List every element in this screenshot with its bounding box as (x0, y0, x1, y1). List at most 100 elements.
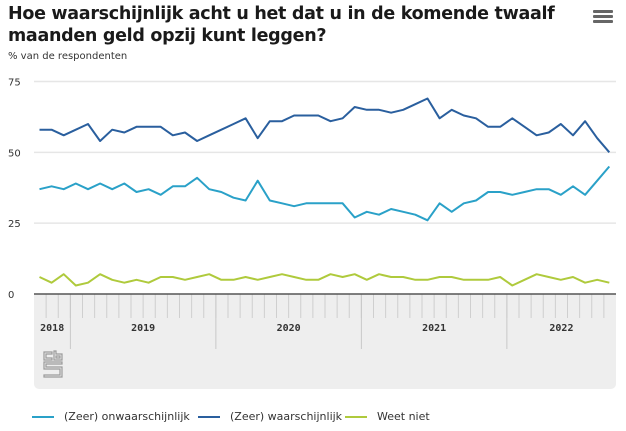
data-point[interactable] (292, 275, 297, 280)
data-point[interactable] (134, 190, 139, 195)
data-point[interactable] (340, 116, 345, 121)
data-point[interactable] (473, 277, 478, 282)
data-point[interactable] (231, 277, 236, 282)
legend-item[interactable]: Weet niet (345, 410, 430, 423)
data-point[interactable] (267, 198, 272, 203)
data-point[interactable] (267, 275, 272, 280)
data-point[interactable] (182, 184, 187, 189)
data-point[interactable] (486, 190, 491, 195)
data-point[interactable] (534, 272, 539, 277)
data-point[interactable] (546, 130, 551, 135)
data-point[interactable] (340, 201, 345, 206)
data-point[interactable] (170, 275, 175, 280)
data-point[interactable] (37, 187, 42, 192)
data-point[interactable] (207, 272, 212, 277)
data-point[interactable] (376, 212, 381, 217)
data-point[interactable] (98, 272, 103, 277)
data-point[interactable] (98, 181, 103, 186)
data-point[interactable] (510, 283, 515, 288)
data-point[interactable] (461, 201, 466, 206)
legend-item[interactable]: (Zeer) onwaarschijnlijk (32, 410, 190, 423)
data-point[interactable] (486, 124, 491, 129)
data-point[interactable] (279, 201, 284, 206)
data-point[interactable] (437, 275, 442, 280)
data-point[interactable] (182, 277, 187, 282)
data-point[interactable] (352, 215, 357, 220)
data-point[interactable] (170, 133, 175, 138)
data-point[interactable] (558, 192, 563, 197)
data-point[interactable] (122, 130, 127, 135)
data-point[interactable] (352, 105, 357, 110)
data-point[interactable] (316, 201, 321, 206)
data-point[interactable] (122, 280, 127, 285)
data-point[interactable] (195, 175, 200, 180)
data-point[interactable] (449, 275, 454, 280)
data-point[interactable] (316, 277, 321, 282)
legend-item[interactable]: (Zeer) waarschijnlijk (198, 410, 342, 423)
data-point[interactable] (607, 150, 612, 155)
data-point[interactable] (522, 190, 527, 195)
data-point[interactable] (583, 280, 588, 285)
data-point[interactable] (243, 275, 248, 280)
data-point[interactable] (146, 124, 151, 129)
data-point[interactable] (595, 178, 600, 183)
series-line-1[interactable] (39, 97, 611, 153)
data-point[interactable] (182, 130, 187, 135)
data-point[interactable] (534, 187, 539, 192)
series-line-0[interactable] (39, 165, 611, 222)
data-point[interactable] (413, 212, 418, 217)
data-point[interactable] (73, 127, 78, 132)
data-point[interactable] (158, 192, 163, 197)
data-point[interactable] (413, 277, 418, 282)
data-point[interactable] (328, 201, 333, 206)
data-point[interactable] (376, 272, 381, 277)
data-point[interactable] (110, 127, 115, 132)
data-point[interactable] (243, 198, 248, 203)
data-point[interactable] (425, 96, 430, 101)
data-point[interactable] (413, 102, 418, 107)
data-point[interactable] (304, 201, 309, 206)
data-point[interactable] (255, 136, 260, 141)
data-point[interactable] (570, 275, 575, 280)
data-point[interactable] (364, 277, 369, 282)
data-point[interactable] (522, 277, 527, 282)
data-point[interactable] (558, 122, 563, 127)
data-point[interactable] (522, 124, 527, 129)
data-point[interactable] (146, 187, 151, 192)
data-point[interactable] (195, 275, 200, 280)
data-point[interactable] (389, 275, 394, 280)
data-point[interactable] (376, 107, 381, 112)
data-point[interactable] (498, 190, 503, 195)
data-point[interactable] (607, 164, 612, 169)
data-point[interactable] (498, 124, 503, 129)
data-point[interactable] (389, 110, 394, 115)
data-point[interactable] (158, 124, 163, 129)
data-point[interactable] (607, 280, 612, 285)
data-point[interactable] (583, 192, 588, 197)
data-point[interactable] (486, 277, 491, 282)
hamburger-menu-icon[interactable] (593, 10, 613, 26)
data-point[interactable] (401, 275, 406, 280)
data-point[interactable] (304, 113, 309, 118)
data-point[interactable] (122, 181, 127, 186)
data-point[interactable] (61, 133, 66, 138)
data-point[interactable] (279, 272, 284, 277)
data-point[interactable] (473, 198, 478, 203)
data-point[interactable] (389, 207, 394, 212)
data-point[interactable] (195, 139, 200, 144)
data-point[interactable] (207, 133, 212, 138)
data-point[interactable] (61, 187, 66, 192)
data-point[interactable] (437, 116, 442, 121)
data-point[interactable] (243, 116, 248, 121)
data-point[interactable] (255, 178, 260, 183)
data-point[interactable] (85, 122, 90, 127)
data-point[interactable] (461, 113, 466, 118)
data-point[interactable] (595, 277, 600, 282)
data-point[interactable] (449, 107, 454, 112)
data-point[interactable] (110, 187, 115, 192)
data-point[interactable] (134, 277, 139, 282)
data-point[interactable] (449, 209, 454, 214)
data-point[interactable] (534, 133, 539, 138)
data-point[interactable] (37, 127, 42, 132)
data-point[interactable] (85, 280, 90, 285)
